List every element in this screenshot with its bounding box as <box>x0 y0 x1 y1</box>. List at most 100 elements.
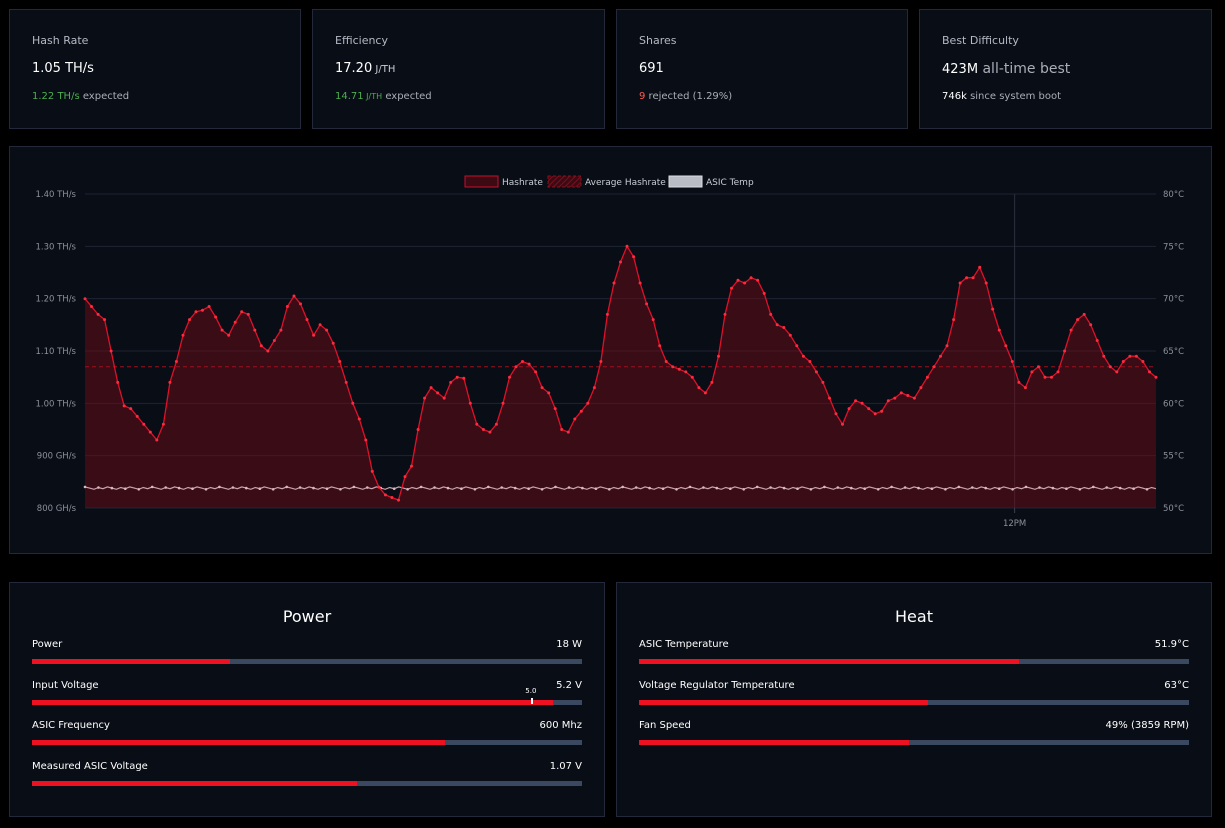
input-voltage-bar: 5.0 <box>32 687 582 705</box>
hashrate-point <box>547 391 551 395</box>
hashrate-point <box>677 367 681 371</box>
asic-temp-point <box>150 485 154 489</box>
hashrate-point <box>638 281 642 285</box>
hashrate-point <box>449 380 453 384</box>
asic-temp-point <box>997 487 1001 491</box>
hashrate-point <box>390 496 394 499</box>
chart-series <box>83 244 1158 509</box>
asic-temp-point <box>957 485 961 489</box>
hashrate-point <box>462 376 466 380</box>
left-tick-label: 1.00 TH/s <box>35 399 76 409</box>
hashrate-point <box>612 281 616 285</box>
asic-temp-point <box>487 485 490 489</box>
asic-temp-point <box>204 488 208 491</box>
hashrate-point <box>455 375 459 379</box>
legend-asic-temp-label[interactable]: ASIC Temp <box>706 178 754 188</box>
hashrate-point <box>834 412 838 416</box>
hashrate-point <box>795 344 799 348</box>
asic-temp-point <box>1105 486 1108 489</box>
hashrate-point <box>1082 312 1086 316</box>
right-tick-label: 60°C <box>1163 399 1184 409</box>
fan-speed-bar-fill <box>639 740 909 745</box>
hashrate-point <box>553 407 557 411</box>
fan-speed-value: 49% (3859 RPM) <box>1105 720 1189 731</box>
asic-temp-point <box>944 488 947 491</box>
hashrate-point <box>599 360 603 363</box>
vr-temperature-value: 63°C <box>1164 680 1189 691</box>
asic-temp-point <box>285 485 289 489</box>
hashrate-point <box>801 354 805 358</box>
right-tick-label: 80°C <box>1163 190 1184 200</box>
hashrate-chart-card: 1.40 TH/s 1.30 TH/s 1.20 TH/s 1.10 TH/s 1.00… <box>9 146 1212 554</box>
asic-temp-point <box>836 486 840 489</box>
left-tick-label: 1.30 TH/s <box>35 242 76 252</box>
hashrate-point <box>246 312 250 316</box>
asic-temp-point <box>446 486 450 490</box>
left-tick-label: 1.10 TH/s <box>35 347 76 357</box>
hashrate-point <box>762 291 766 295</box>
hashrate-point <box>1063 349 1067 353</box>
legend-hashrate-label[interactable]: Hashrate <box>502 178 543 188</box>
x-tick-label: 12PM <box>1003 519 1026 529</box>
asic-temperature-bar-fill <box>639 659 1019 664</box>
hashrate-point <box>952 318 956 322</box>
chart-legend[interactable]: Hashrate Average Hashrate ASIC Temp <box>464 175 754 188</box>
hashrate-point <box>671 365 675 369</box>
input-voltage-metric: Input Voltage 5.2 V 5.0 <box>32 680 582 710</box>
hashrate-point <box>717 354 720 358</box>
asic-temp-point <box>352 485 356 489</box>
hashrate-point <box>1108 365 1112 369</box>
asic-temp-point <box>608 488 611 491</box>
best-difficulty-boot: 746k since system boot <box>942 91 1061 102</box>
asic-temp-point <box>876 488 880 491</box>
heat-panel: Heat ASIC Temperature 51.9°C Voltage Reg… <box>616 582 1212 817</box>
best-difficulty-card: Best Difficulty 423M all-time best 746k … <box>919 9 1212 129</box>
hashrate-point <box>534 370 538 374</box>
asic-temp-point <box>863 487 866 491</box>
hashrate-point <box>984 281 988 285</box>
asic-temp-point <box>1145 488 1149 491</box>
hash-rate-expected-value: 1.22 TH/s <box>32 91 80 102</box>
asic-temp-point <box>661 487 665 491</box>
chart-grid <box>85 193 1156 509</box>
hashrate-point <box>769 312 773 316</box>
hashrate-point <box>664 360 668 363</box>
fan-speed-label: Fan Speed <box>639 720 691 731</box>
asic-temp-point <box>971 486 974 489</box>
legend-average-label[interactable]: Average Hashrate <box>585 178 666 188</box>
hashrate-point <box>697 386 701 390</box>
hashrate-point <box>475 422 479 426</box>
hashrate-chart[interactable]: 1.40 TH/s 1.30 TH/s 1.20 TH/s 1.10 TH/s 1.00… <box>10 147 1213 555</box>
hash-rate-title: Hash Rate <box>32 34 89 47</box>
hashrate-point <box>690 375 694 379</box>
asic-temp-point <box>164 486 167 489</box>
measured-asic-voltage-bar-fill <box>32 781 357 786</box>
hashrate-point <box>481 428 485 431</box>
hashrate-point <box>194 310 198 314</box>
asic-temp-point <box>984 486 987 490</box>
asic-temp-point <box>594 487 598 491</box>
shares-rejected-text: rejected (1.29%) <box>645 91 733 102</box>
hashrate-point <box>370 469 374 473</box>
efficiency-card: Efficiency 17.20 J/TH 14.71 J/TH expecte… <box>312 9 605 129</box>
asic-temp-point <box>124 487 127 491</box>
power-metric: Power 18 W <box>32 639 582 669</box>
hashrate-point <box>1043 375 1047 379</box>
asic-temp-point <box>312 486 315 490</box>
hashrate-point <box>939 354 942 358</box>
asic-temp-point <box>500 486 504 489</box>
power-bar <box>32 659 582 664</box>
input-voltage-label: Input Voltage <box>32 680 99 691</box>
hashrate-point <box>364 438 368 442</box>
hashrate-point <box>1023 386 1027 390</box>
hashrate-point <box>919 386 923 390</box>
hashrate-point <box>560 428 564 431</box>
hashrate-point <box>116 380 120 384</box>
hashrate-point <box>782 326 786 329</box>
efficiency-expected-text: expected <box>382 91 432 102</box>
asic-temp-point <box>540 488 544 491</box>
hashrate-point <box>148 430 152 434</box>
legend-hashrate-swatch <box>464 175 499 188</box>
hashrate-point <box>279 328 283 332</box>
hashrate-point <box>632 255 636 259</box>
